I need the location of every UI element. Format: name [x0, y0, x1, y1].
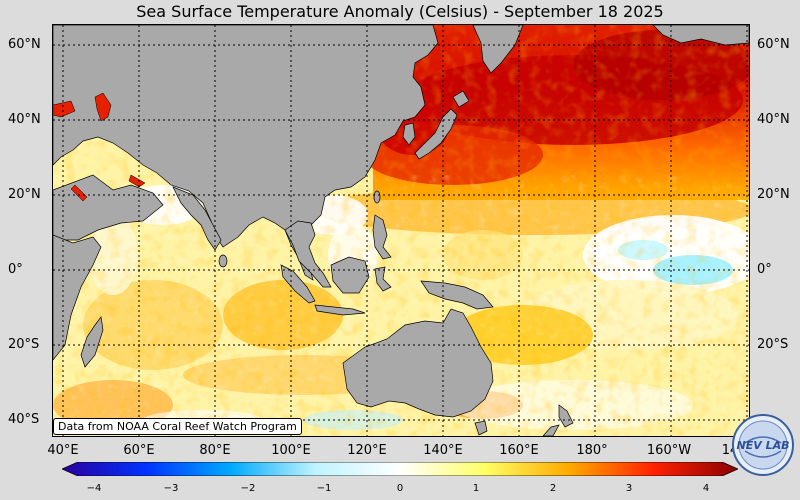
- caspian-sea: [94, 92, 112, 122]
- map-title: Sea Surface Temperature Anomaly (Celsius…: [136, 2, 664, 21]
- colorbar-tick-label: 2: [549, 483, 557, 494]
- lat-label-left-40s: 40°S: [8, 412, 40, 427]
- lon-label-60e: 60°E: [123, 443, 155, 458]
- lat-label-right-40n: 40°N: [757, 112, 790, 127]
- lon-label-80e: 80°E: [199, 443, 231, 458]
- java-land: [314, 304, 366, 316]
- colorbar-tick-label: 4: [702, 483, 710, 494]
- colorbar-tick-label: −3: [163, 483, 179, 494]
- nev-lab-logo[interactable]: NEV LAB: [731, 413, 795, 477]
- taiwan-land: [373, 190, 381, 204]
- new-zealand-south-land: [542, 424, 560, 436]
- japan-land: [414, 108, 458, 160]
- lon-label-100e: 100°E: [271, 443, 311, 458]
- lat-label-right-20n: 20°N: [757, 187, 790, 202]
- kamchatka-land: [472, 25, 524, 74]
- sst-anomaly-map: [52, 24, 750, 437]
- land-masses: [53, 25, 749, 436]
- sumatra-land: [280, 264, 316, 304]
- lat-label-right-60n: 60°N: [757, 37, 790, 52]
- lat-label-left-equator: 0°: [8, 262, 23, 277]
- lon-label-40e: 40°E: [47, 443, 79, 458]
- borneo-land: [330, 256, 370, 294]
- new-zealand-north-land: [558, 404, 574, 428]
- africa-land: [53, 234, 102, 361]
- colorbar-tick-label: −1: [316, 483, 332, 494]
- madagascar-land: [80, 316, 104, 368]
- hokkaido-land: [452, 90, 470, 108]
- philippines-land: [372, 214, 392, 260]
- korea-land: [402, 122, 416, 146]
- lat-label-left-20n: 20°N: [8, 187, 41, 202]
- lon-label-160w: 160°W: [646, 443, 692, 458]
- lon-label-140e: 140°E: [423, 443, 463, 458]
- sri-lanka-land: [218, 254, 228, 268]
- new-guinea-land: [420, 280, 494, 310]
- lon-label-180: 180°: [576, 443, 608, 458]
- red-sea: [70, 184, 88, 202]
- colorbar-svg: [61, 461, 739, 477]
- eurasia-land: [53, 25, 439, 281]
- tasmania-land: [474, 420, 488, 436]
- alaska-land: [652, 25, 749, 46]
- inland-seas: [53, 92, 146, 202]
- colorbar-tick-label: −4: [86, 483, 102, 494]
- australia-land: [342, 308, 494, 418]
- lon-label-160e: 160°E: [499, 443, 539, 458]
- sulawesi-land: [374, 266, 392, 292]
- graticule: [53, 25, 749, 436]
- colorbar-tick-label: −2: [240, 483, 256, 494]
- lon-label-120e: 120°E: [347, 443, 387, 458]
- lat-label-left-60n: 60°N: [8, 37, 41, 52]
- logo-text: NEV LAB: [737, 439, 790, 452]
- colorbar: [61, 461, 739, 477]
- colorbar-tick-label: 1: [472, 483, 480, 494]
- colorbar-ramp: [61, 461, 739, 477]
- lat-label-right-20s: 20°S: [757, 337, 789, 352]
- black-sea: [53, 100, 76, 118]
- map-canvas: [53, 25, 749, 436]
- colorbar-tick-label: 3: [625, 483, 633, 494]
- lat-label-right-equator: 0°: [757, 262, 772, 277]
- data-credit-label: Data from NOAA Coral Reef Watch Program: [53, 418, 302, 435]
- lat-label-left-40n: 40°N: [8, 112, 41, 127]
- lat-label-left-20s: 20°S: [8, 337, 40, 352]
- colorbar-tick-label: 0: [396, 483, 404, 494]
- logo-icon: NEV LAB: [732, 414, 794, 476]
